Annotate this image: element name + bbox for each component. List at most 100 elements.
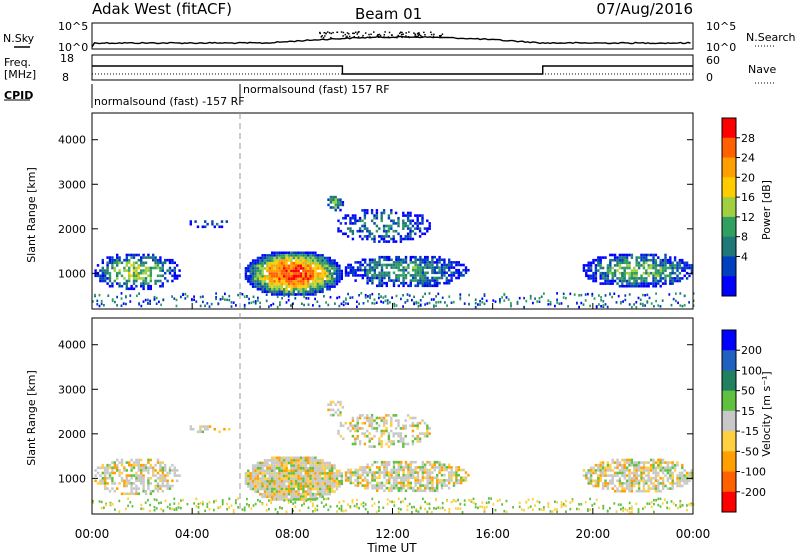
cpid-text-right: normalsound (fast) 157 RF [243,83,390,96]
power-ylabel: Slant Range [km] [25,167,38,263]
nsky-dot [358,31,360,33]
nsky-dot [421,35,423,38]
nsearch-tick-bottom: 10^0 [706,41,736,54]
colorbar-segment [722,471,736,493]
cpid-text-left: normalsound (fast) -157 RF [94,95,245,108]
nave-tick-bottom: 0 [706,71,713,84]
colorbar-tick-label: 8 [741,231,748,244]
y-tick-label: 2000 [58,428,86,441]
nsky-dot [370,33,372,36]
colorbar-tick-label: 20 [741,171,755,184]
nsky-dot [377,33,379,36]
colorbar-segment [722,410,736,432]
nsky-dot [332,31,334,34]
colorbar-segment [722,197,736,218]
colorbar-segment [722,137,736,159]
nsky-dot [423,31,425,34]
colorbar-segment [722,390,736,412]
nsky-dot [320,36,323,38]
freq-unit: [MHz] [4,68,36,81]
power-colorbar: 28 24 20 16 12 8 4 [721,117,755,297]
x-tick-label: 00:00 [75,527,110,541]
time-x-axis: 00:00 04:00 08:00 12:00 16:00 20:00 00:00 [75,303,711,541]
nsky-dot [439,35,442,38]
nsky-dot [387,36,390,38]
nave-label: Nave [748,63,776,76]
nsky-dot [330,32,333,35]
colorbar-segment [722,491,736,513]
nsearch-tick-top: 10^5 [706,20,736,33]
nsky-dot [408,36,411,39]
colorbar-segment [722,451,736,473]
nsky-dot [376,34,379,37]
nsky-dot [362,34,364,37]
colorbar-tick-label: 28 [741,132,755,145]
nsky-tick-bottom: 10^0 [58,41,88,54]
nsky-dot [401,36,403,39]
colorbar-tick-label: -50 [741,445,759,458]
nsky-dot [408,31,410,33]
nsky-panel-frame [91,22,694,50]
nsky-dot [348,33,350,35]
y-tick-label: 2000 [58,223,86,236]
y-tick-label: 4000 [58,339,86,352]
y-tick-label: 3000 [58,178,86,191]
nsky-dot [400,31,402,33]
nsky-dot [405,32,407,34]
freq-label: Freq. [4,56,31,69]
time-xlabel: Time UT [366,541,417,554]
nsky-dot [328,32,331,34]
x-tick-label: 00:00 [676,527,711,541]
colorbar-segment [722,157,736,178]
freq-tick-top: 18 [60,52,74,65]
nsky-dot [430,31,432,33]
colorbar-segment [722,236,736,257]
velocity-y-axis: 1000 2000 3000 4000 [58,339,693,485]
nsky-dot [424,33,426,36]
velocity-colorbar-label: Velocity [m s⁻¹] [760,371,773,456]
nsky-dot [398,32,401,35]
colorbar-tick-label: 15 [741,405,755,418]
power-heatmap-data [92,195,695,309]
nsearch-label: N.Search [746,31,796,44]
nsky-dot [384,31,386,33]
nsky-dot [416,33,419,35]
nsky-dot [353,32,355,35]
nsky-dot [388,31,391,34]
nsky-dot [414,35,416,37]
y-tick-label: 3000 [58,383,86,396]
nsky-dot [407,35,410,38]
nsky-dot [420,34,422,37]
colorbar-segment [722,256,736,277]
nsky-dot [321,35,323,37]
nsky-dot [440,34,442,37]
velocity-heatmap-data [92,400,695,514]
colorbar-segment [722,350,736,371]
nsky-dot [418,34,420,37]
nsky-dot [405,35,407,37]
cpid-label: CPID [4,89,33,102]
colorbar-tick-label: 24 [741,152,755,165]
nsky-dot [327,31,329,33]
colorbar-tick-label: 4 [741,250,748,263]
nsky-dot [325,32,327,34]
colorbar-segment [722,177,736,198]
x-tick-label: 12:00 [375,527,410,541]
nsky-dot [441,33,444,35]
nsky-dot [353,35,355,38]
nsky-dot [418,32,420,34]
nsky-dot [401,31,403,34]
nsky-tick-top: 10^5 [58,20,88,33]
power-colorbar-label: Power [dB] [760,180,773,240]
power-y-axis: 1000 2000 3000 4000 [58,134,693,280]
nsky-dot [340,31,343,33]
nsky-dot [413,32,415,34]
colorbar-frame [721,117,737,297]
nsky-dot [414,33,416,36]
nsky-dot [378,33,381,36]
nsky-dot [361,36,364,39]
nsky-dot [319,32,321,35]
nsky-dot [346,32,349,34]
nsky-dot [377,36,380,38]
